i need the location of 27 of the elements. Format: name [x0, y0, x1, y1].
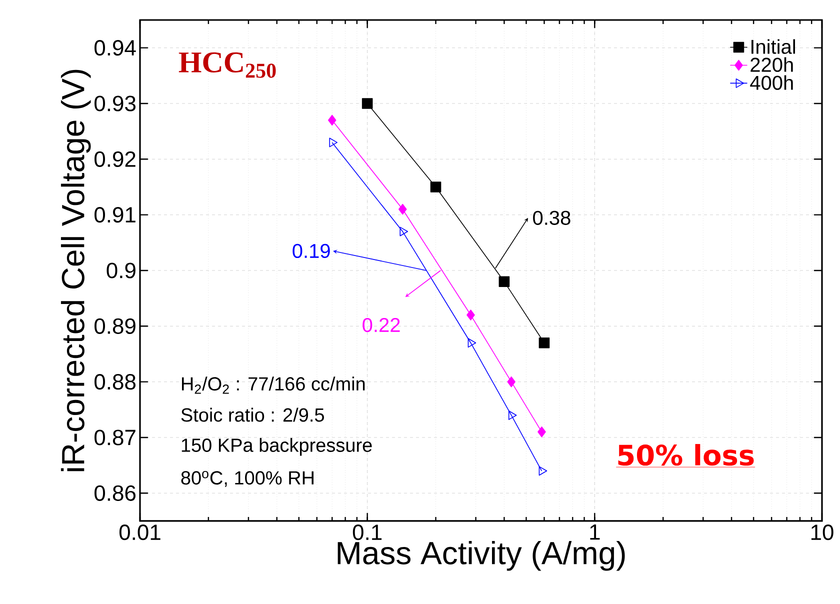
legend-label: 220h: [750, 57, 793, 72]
annotation: 0.38: [533, 210, 570, 225]
y-tick-label: 0.93: [94, 96, 136, 112]
x-tick-label: 10: [811, 524, 834, 540]
y-axis-title: iR-corrected Cell Voltage (V): [60, 70, 91, 472]
annotation: 150 KPa backpressure: [182, 438, 372, 456]
annotation: H$_{2}$/O$_{2}$ : 77/166 cc/min: [182, 376, 365, 394]
annotation: 80$^{o}$C, 100% RH: [181, 470, 314, 487]
legend-label: 400h: [750, 75, 793, 90]
x-tick-label: 0.01: [119, 524, 160, 540]
y-tick-label: 0.9: [106, 262, 136, 278]
legend-label: Initial: [751, 39, 795, 54]
annotation: 50% loss: [618, 444, 754, 466]
annotation: Stoic ratio : 2/9.5: [181, 408, 324, 422]
y-tick-label: 0.94: [94, 40, 136, 56]
annotation: 0.22: [362, 318, 400, 332]
y-tick-label: 0.88: [94, 374, 136, 390]
annotation: HCC$_{250}$: [178, 52, 276, 78]
y-tick-label: 0.86: [94, 485, 136, 501]
y-tick-label: 0.92: [94, 151, 136, 167]
x-axis-title: Mass Activity (A/mg): [338, 540, 625, 571]
y-tick-label: 0.89: [94, 318, 136, 334]
y-tick-label: 0.91: [94, 207, 136, 223]
x-tick-label: 0.1: [352, 524, 382, 540]
y-tick-label: 0.87: [94, 430, 136, 446]
x-tick-label: 1: [590, 524, 600, 540]
annotation: 0.19: [292, 244, 330, 258]
